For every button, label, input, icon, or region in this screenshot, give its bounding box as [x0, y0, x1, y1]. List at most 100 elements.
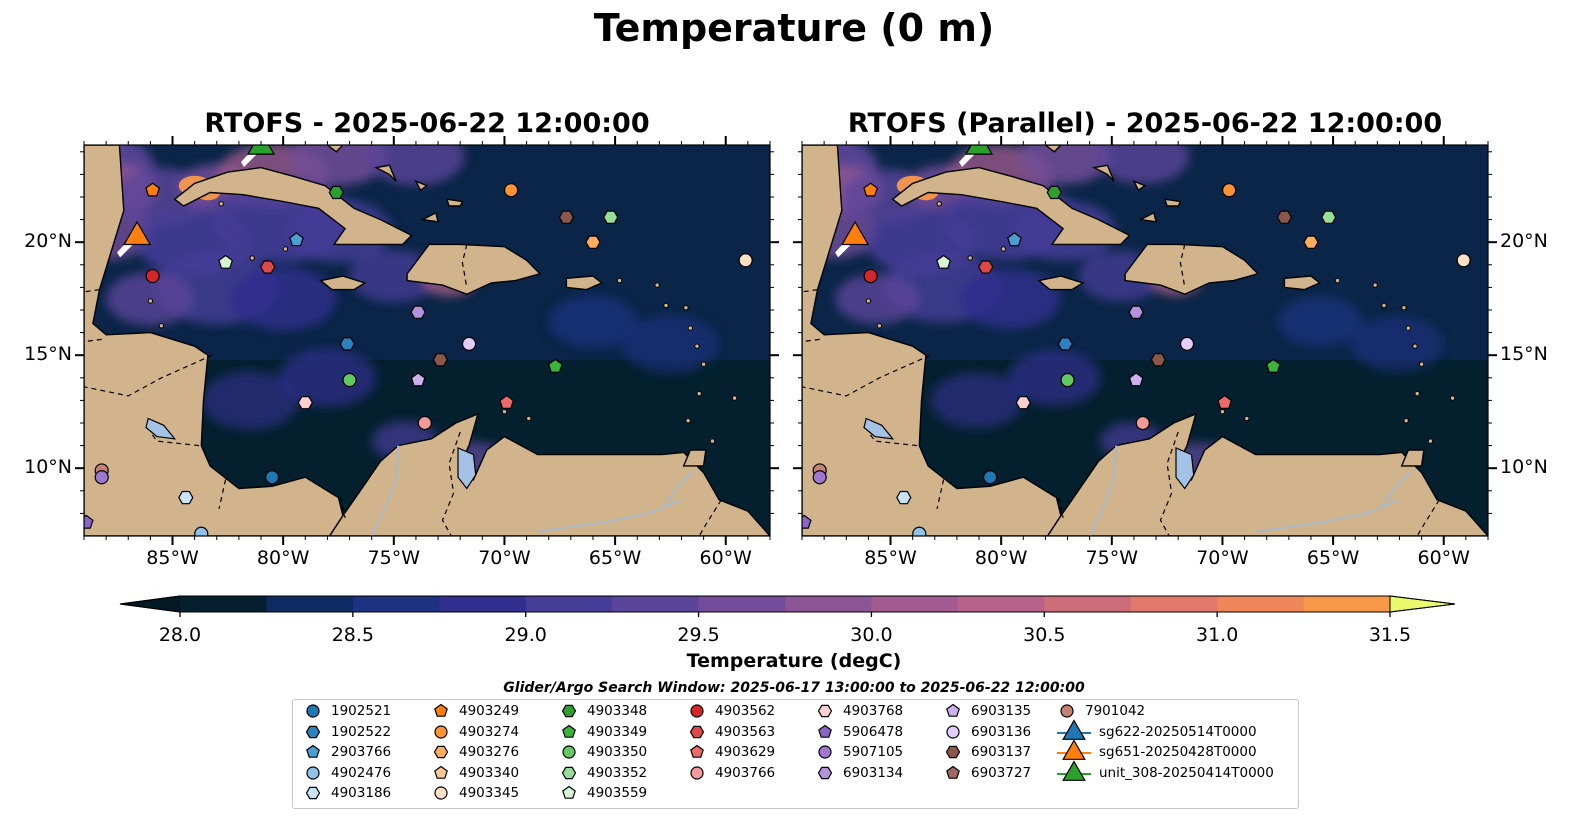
float-marker-4902476 [194, 526, 209, 536]
colorbar-bin [612, 596, 700, 612]
legend-label: 4903340 [459, 764, 520, 781]
legend-marker-pentagon-icon [562, 785, 576, 799]
float-marker-4903350 [1060, 372, 1075, 388]
legend-entry: 4903340 [431, 763, 519, 783]
legend-marker-circle-icon [690, 765, 704, 780]
legend-entry: 6903135 [943, 701, 1031, 721]
legend-marker-circle-icon [1060, 704, 1074, 718]
glider-markers [117, 145, 276, 258]
colorbar-tick-label: 30.0 [850, 624, 893, 646]
panel-title-rtofs: RTOFS - 2025-06-22 12:00:00 [204, 108, 650, 139]
legend-label: sg622-20250514T0000 [1099, 723, 1257, 740]
legend-label: sg651-20250428T0000 [1099, 744, 1257, 760]
lon-tick-label: 75°W [1085, 547, 1139, 569]
legend-marker-circle-icon [434, 786, 448, 800]
legend-marker-hexagon-icon [561, 704, 577, 718]
legend-entry: 5907105 [815, 742, 903, 762]
legend-label: 4903350 [587, 744, 648, 760]
glider-marker-sg651-20250428T0000 [123, 220, 152, 246]
colorbar [119, 595, 1456, 617]
colorbar-bin [1303, 596, 1391, 612]
legend-marker-pentagon-icon [690, 744, 704, 758]
legend-entry: 6903134 [815, 763, 903, 783]
legend-entry: 5906478 [815, 722, 903, 742]
colorbar-bin [439, 596, 527, 612]
legend-marker-pentagon-icon [946, 765, 960, 779]
legend-label: 6903135 [971, 703, 1032, 719]
legend-marker-hexagon-icon [305, 786, 321, 800]
legend-entry: 4903562 [687, 701, 775, 721]
legend: 1902521 1902522 2903766 4902476 4903186 49032… [292, 699, 1299, 809]
colorbar-bin [871, 596, 959, 612]
glider-markers [835, 145, 994, 258]
float-marker-5907105 [94, 470, 109, 485]
lat-tick-label-left: 10°N [24, 456, 72, 479]
float-marker-4903768 [1015, 396, 1031, 410]
lat-tick-label-right: 20°N [1500, 230, 1548, 253]
legend-marker-circle-icon [818, 745, 832, 759]
legend-entry: 4903186 [303, 783, 391, 803]
float-marker-4903349 [1265, 358, 1281, 373]
legend-entry: 4902476 [303, 763, 391, 783]
legend-label: 1902522 [331, 723, 392, 740]
float-marker-4903249 [863, 182, 879, 197]
float-marker-4903274 [1221, 183, 1237, 198]
float-marker-4903350 [342, 372, 357, 388]
glider-marker-unit_308-20250414T0000 [964, 145, 994, 155]
legend-entry: 6903727 [943, 763, 1031, 783]
legend-entry: 4903563 [687, 722, 775, 742]
float-marker-1902521 [982, 470, 998, 485]
legend-entry: 4903768 [815, 701, 903, 721]
float-marker-4903249 [145, 182, 161, 197]
legend-entry: 4903345 [431, 783, 519, 803]
lon-tick-label: 70°W [1196, 547, 1249, 569]
float-marker-4903345 [738, 253, 753, 268]
legend-marker-hexagon-icon [817, 766, 833, 779]
legend-marker-hexagon-icon [305, 725, 321, 738]
legend-label: 4903186 [331, 785, 392, 801]
legend-label: 6903134 [843, 764, 904, 781]
legend-label: 4903563 [715, 723, 776, 740]
legend-entry: 4903274 [431, 722, 519, 742]
legend-entry: 2903766 [303, 742, 391, 762]
float-marker-2903766 [289, 232, 304, 247]
lat-tick-label-left: 20°N [24, 230, 72, 253]
lon-tick-label: 80°W [256, 547, 310, 569]
land [84, 145, 770, 536]
legend-marker-pentagon-icon [818, 724, 832, 738]
legend-entry: 4903350 [559, 742, 647, 762]
legend-label: 7901042 [1085, 703, 1146, 719]
lon-tick-label: 75°W [367, 547, 421, 569]
colorbar-bin [785, 596, 872, 612]
legend-label: 4902476 [331, 764, 392, 781]
land [802, 145, 1488, 536]
legend-label: 4903274 [459, 723, 520, 740]
legend-marker-pentagon-icon [434, 703, 448, 717]
float-marker-4903186 [896, 490, 912, 505]
float-marker-4903352 [603, 210, 619, 224]
legend-label: 1902521 [331, 703, 392, 719]
legend-marker-triangle-icon [1057, 739, 1091, 760]
legend-entry: 4903348 [559, 701, 647, 721]
legend-entry: 4903349 [559, 722, 647, 742]
float-marker-4903562 [145, 268, 160, 284]
lon-tick-label: 85°W [864, 547, 917, 569]
glider-marker-sg651-20250428T0000 [841, 220, 870, 246]
colorbar-bin [957, 596, 1045, 612]
argo-float-markers [802, 182, 1471, 536]
legend-entry: 4903276 [431, 742, 519, 762]
legend-label: 4903768 [843, 703, 904, 719]
legend-label: 4903352 [587, 764, 648, 781]
colorbar-tick-label: 29.5 [677, 624, 720, 646]
float-marker-4903766 [417, 415, 432, 431]
float-marker-4903563 [978, 260, 994, 274]
legend-marker-circle-icon [434, 724, 448, 739]
float-marker-4903562 [863, 268, 878, 284]
float-marker-5906478 [84, 514, 94, 529]
legend-label: 4903349 [587, 723, 648, 740]
lat-tick-label-right: 10°N [1500, 456, 1548, 479]
legend-marker-pentagon-icon [946, 703, 960, 717]
float-marker-6903136 [1179, 336, 1195, 351]
legend-label: 6903727 [971, 764, 1032, 781]
legend-marker-pentagon-icon [434, 765, 448, 779]
